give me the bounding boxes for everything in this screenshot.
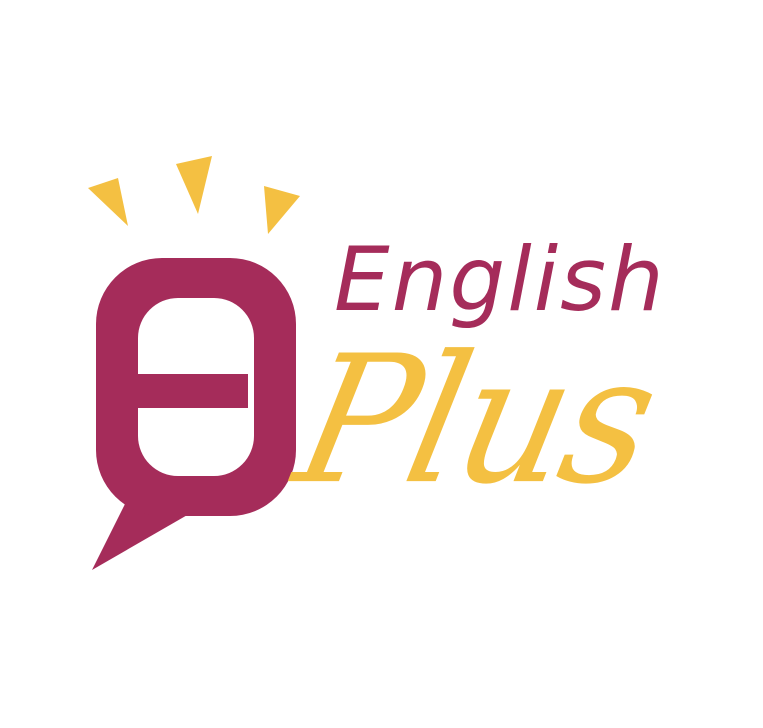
ray-center [176,156,212,214]
e-opening [188,408,240,424]
speech-bubble-e [92,258,296,570]
brand-word-english: English [334,228,666,331]
ray-left [88,178,128,226]
brand-word-plus: Plus [281,317,671,524]
ray-right [264,186,300,234]
light-rays-icon [88,156,300,234]
